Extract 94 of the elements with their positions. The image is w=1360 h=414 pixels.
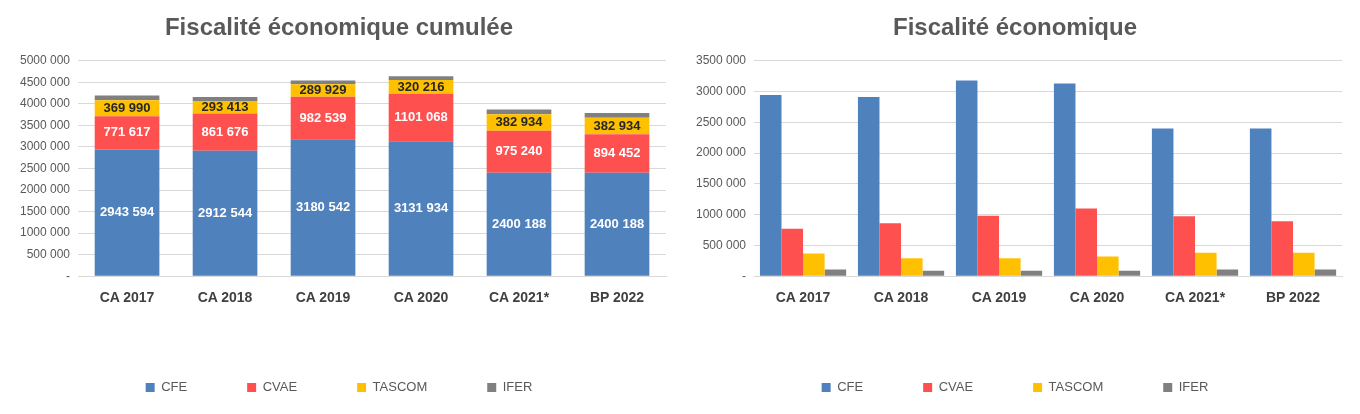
y-tick-label: 2000 000 bbox=[695, 145, 747, 160]
data-label: 982 539 bbox=[299, 109, 347, 125]
bar bbox=[486, 172, 552, 276]
data-label: 894 452 bbox=[593, 145, 641, 161]
bar bbox=[584, 172, 650, 276]
data-label: 369 990 bbox=[103, 99, 151, 115]
x-tick-label: CA 2019 bbox=[971, 289, 1027, 306]
y-tick-label: 500 000 bbox=[702, 237, 747, 252]
x-tick-label: CA 2017 bbox=[775, 289, 831, 306]
y-tick-label: 5000 000 bbox=[19, 53, 71, 68]
bar bbox=[1173, 216, 1196, 276]
y-tick-label: 1500 000 bbox=[695, 176, 747, 191]
data-label: 320 216 bbox=[397, 78, 445, 94]
data-label: 3180 542 bbox=[295, 199, 351, 215]
x-tick-label: CA 2017 bbox=[99, 289, 155, 306]
legend-label: CFE bbox=[161, 379, 188, 395]
legend-label: TASCOM bbox=[372, 379, 428, 395]
bar bbox=[290, 80, 356, 85]
bar bbox=[1075, 208, 1098, 276]
x-tick-label: CA 2020 bbox=[393, 289, 449, 306]
bar bbox=[879, 223, 902, 276]
y-tick-label: 3000 000 bbox=[19, 139, 71, 154]
x-tick-label: CA 2018 bbox=[873, 289, 929, 306]
x-tick-label: CA 2018 bbox=[197, 289, 253, 306]
y-tick-label: 1000 000 bbox=[695, 206, 747, 221]
x-tick-label: CA 2021* bbox=[488, 289, 550, 306]
bar bbox=[1314, 269, 1337, 276]
bar bbox=[94, 95, 160, 101]
bar bbox=[1151, 128, 1174, 276]
x-tick-label: CA 2021* bbox=[1164, 289, 1226, 306]
y-tick-label: 1500 000 bbox=[19, 203, 71, 218]
data-label: 289 929 bbox=[299, 82, 347, 98]
legend-label: CFE bbox=[837, 379, 864, 395]
bar bbox=[192, 97, 258, 101]
chart-title: Fiscalité économique cumulée bbox=[164, 13, 514, 41]
y-tick-label: 3500 000 bbox=[695, 53, 747, 68]
data-label: 2943 594 bbox=[99, 204, 155, 220]
bar bbox=[1216, 269, 1239, 276]
bar bbox=[388, 141, 454, 276]
data-label: 2912 544 bbox=[197, 204, 253, 220]
bar bbox=[857, 96, 880, 276]
bar bbox=[388, 76, 454, 81]
bar bbox=[781, 228, 804, 276]
data-label: 771 617 bbox=[103, 124, 151, 140]
legend-label: TASCOM bbox=[1048, 379, 1104, 395]
bar bbox=[824, 269, 847, 276]
y-tick-label: - bbox=[742, 268, 747, 283]
bar bbox=[192, 150, 258, 276]
data-label: 382 934 bbox=[593, 117, 642, 133]
bar bbox=[955, 80, 978, 276]
bar bbox=[584, 113, 650, 118]
y-tick-label: 2000 000 bbox=[19, 182, 71, 197]
y-tick-label: 3500 000 bbox=[19, 117, 71, 132]
data-label: 1101 068 bbox=[394, 109, 448, 125]
y-tick-label: 3000 000 bbox=[695, 83, 747, 98]
bar bbox=[901, 258, 923, 276]
bar bbox=[977, 215, 1000, 276]
data-label: 3131 934 bbox=[393, 200, 449, 216]
bar bbox=[999, 258, 1021, 276]
y-tick-label: - bbox=[66, 268, 71, 283]
bar bbox=[1249, 128, 1272, 276]
bar bbox=[290, 139, 356, 276]
legend-label: IFER bbox=[502, 379, 533, 395]
bar bbox=[1020, 270, 1043, 276]
bar bbox=[759, 95, 782, 276]
chart-title: Fiscalité économique bbox=[892, 13, 1138, 41]
bar bbox=[94, 149, 160, 276]
legend-label: CVAE bbox=[938, 379, 974, 395]
x-tick-label: CA 2020 bbox=[1069, 289, 1125, 306]
x-tick-label: BP 2022 bbox=[589, 289, 645, 306]
x-tick-label: CA 2019 bbox=[295, 289, 351, 306]
legend-label: CVAE bbox=[262, 379, 298, 395]
y-tick-label: 1000 000 bbox=[19, 225, 71, 240]
bar bbox=[1118, 270, 1141, 276]
x-tick-label: BP 2022 bbox=[1265, 289, 1321, 306]
data-label: 861 676 bbox=[201, 123, 249, 139]
bar bbox=[922, 270, 945, 276]
legend-label: IFER bbox=[1178, 379, 1209, 395]
y-tick-label: 2500 000 bbox=[695, 114, 747, 129]
y-tick-label: 4000 000 bbox=[19, 96, 71, 111]
y-tick-label: 2500 000 bbox=[19, 160, 71, 175]
y-tick-label: 4500 000 bbox=[19, 74, 71, 89]
bar bbox=[1195, 252, 1217, 276]
bar bbox=[1271, 221, 1293, 276]
data-label: 2400 188 bbox=[491, 215, 547, 231]
data-label: 975 240 bbox=[495, 143, 543, 159]
bar bbox=[1097, 256, 1119, 276]
bar bbox=[1053, 83, 1076, 276]
data-label: 293 413 bbox=[201, 98, 249, 114]
data-label: 382 934 bbox=[495, 114, 544, 130]
y-tick-label: 500 000 bbox=[26, 246, 71, 261]
bar bbox=[1293, 252, 1315, 276]
bar bbox=[803, 253, 825, 276]
data-label: 2400 188 bbox=[589, 215, 645, 231]
